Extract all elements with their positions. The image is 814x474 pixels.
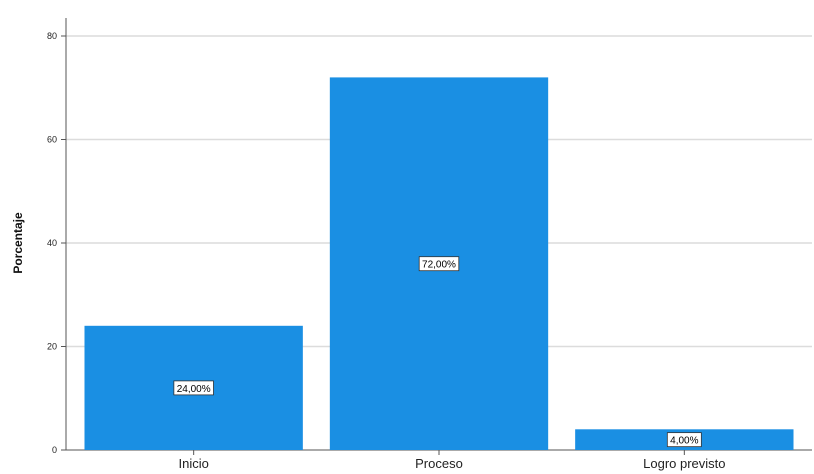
data-label-box xyxy=(418,256,460,272)
y-axis-title: Porcentaje xyxy=(11,212,25,274)
y-tick-label: 60 xyxy=(47,135,57,145)
y-tick-label: 20 xyxy=(47,342,57,352)
bars: 24,00% 72,00% 4,00% xyxy=(84,77,794,451)
x-category-label: Proceso xyxy=(415,456,463,471)
y-tick-label: 0 xyxy=(52,445,57,455)
x-axis-categories: Inicio Proceso Logro previsto xyxy=(178,450,726,471)
data-label: 4,00% xyxy=(670,436,698,447)
data-label-box xyxy=(173,380,214,396)
y-axis-ticks: 0 20 40 60 80 xyxy=(47,31,66,455)
data-label: 24,00% xyxy=(177,384,211,395)
data-label: 72,00% xyxy=(422,260,456,271)
y-tick-label: 40 xyxy=(47,238,57,248)
y-tick-label: 80 xyxy=(47,31,57,41)
x-category-label: Inicio xyxy=(178,456,208,471)
x-category-label: Logro previsto xyxy=(643,456,725,471)
data-label-box xyxy=(666,432,702,448)
